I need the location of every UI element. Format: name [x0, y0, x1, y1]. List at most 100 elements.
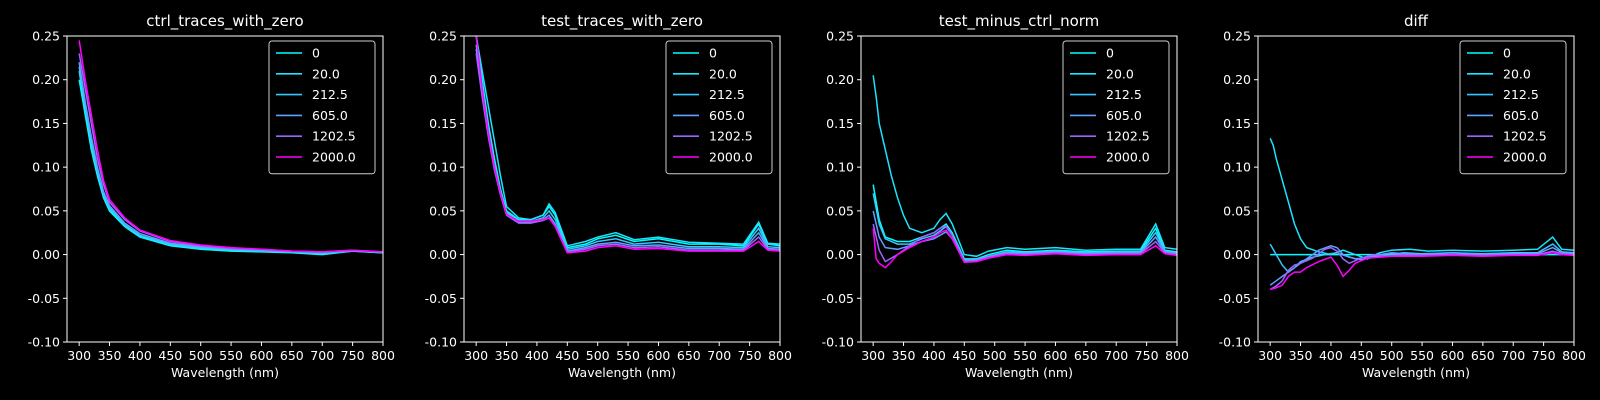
x-tick-label: 350	[892, 348, 916, 363]
legend-entry: 1202.5	[1106, 129, 1150, 144]
y-tick-label: -0.05	[28, 291, 60, 306]
legend-entry: 1202.5	[312, 129, 356, 144]
series-group	[1269, 138, 1574, 291]
series-line-20.0	[872, 75, 1177, 258]
x-tick-label: 500	[189, 348, 213, 363]
y-tick-label: 0.20	[32, 72, 60, 87]
x-tick-label: 550	[1410, 348, 1434, 363]
x-tick-label: 500	[1380, 348, 1404, 363]
series-line-605.0	[1269, 245, 1574, 286]
plot-frame	[860, 35, 1178, 343]
y-tick-label: 0.10	[32, 160, 60, 175]
series-line-605.0	[872, 210, 1177, 262]
series-line-605.0	[78, 62, 383, 254]
series-line-0	[872, 184, 1177, 260]
legend: 0 20.0 212.5 605.0 1202.5 2000.0	[665, 40, 773, 175]
chart-title: test_minus_ctrl_norm	[939, 12, 1100, 31]
x-tick-label: 700	[1104, 348, 1128, 363]
x-axis-label: Wavelength (nm)	[568, 365, 676, 380]
legend-entry: 605.0	[1503, 108, 1539, 123]
x-tick-label: 500	[983, 348, 1007, 363]
legend-entry: 605.0	[312, 108, 348, 123]
x-tick-label: 300	[861, 348, 885, 363]
x-tick-label: 400	[128, 348, 152, 363]
y-tick-label: 0.00	[1223, 247, 1251, 262]
x-tick-label: 700	[310, 348, 334, 363]
x-tick-label: 700	[707, 348, 731, 363]
series-group	[78, 40, 383, 256]
x-tick-label: 750	[341, 348, 365, 363]
x-tick-label: 650	[1471, 348, 1495, 363]
x-tick-label: 700	[1501, 348, 1525, 363]
y-tick-label: 0.15	[32, 116, 60, 131]
legend-entry: 1202.5	[709, 129, 753, 144]
legend: 0 20.0 212.5 605.0 1202.5 2000.0	[1062, 40, 1170, 175]
y-tick-label: 0.15	[429, 116, 457, 131]
x-tick-label: 450	[555, 348, 579, 363]
y-tick-label: -0.10	[822, 335, 854, 350]
x-tick-label: 350	[1289, 348, 1313, 363]
y-tick-label: 0.25	[1223, 29, 1251, 44]
x-tick-label: 550	[1013, 348, 1037, 363]
x-tick-label: 650	[1074, 348, 1098, 363]
x-tick-label: 400	[525, 348, 549, 363]
series-line-2000.0	[872, 228, 1177, 269]
y-tick-label: 0.00	[826, 247, 854, 262]
y-tick-label: 0.00	[32, 247, 60, 262]
chart-panel-2: test_traces_with_zero -0.10 -0.05 0.00 0.05 0…	[425, 12, 792, 380]
x-axis-label: Wavelength (nm)	[1362, 365, 1470, 380]
x-tick-label: 400	[922, 348, 946, 363]
y-tick-label: 0.05	[429, 203, 457, 218]
series-line-2000.0	[1269, 252, 1574, 291]
plot-frame	[1257, 35, 1575, 343]
x-tick-label: 500	[586, 348, 610, 363]
legend-entry: 2000.0	[1503, 150, 1547, 165]
y-tick-label: 0.20	[1223, 72, 1251, 87]
legend-entry: 0	[709, 46, 717, 61]
y-tick-label: -0.05	[1219, 291, 1251, 306]
legend-entry: 20.0	[1503, 66, 1531, 81]
x-tick-label: 600	[647, 348, 671, 363]
x-tick-label: 550	[219, 348, 243, 363]
y-tick-label: 0.25	[32, 29, 60, 44]
legend-entry: 20.0	[709, 66, 737, 81]
legend-entry: 212.5	[1106, 87, 1142, 102]
series-line-1202.5	[872, 223, 1177, 263]
x-tick-label: 550	[616, 348, 640, 363]
x-tick-label: 350	[495, 348, 519, 363]
legend-entry: 212.5	[1503, 87, 1539, 102]
x-axis-label: Wavelength (nm)	[171, 365, 279, 380]
y-tick-label: 0.05	[32, 203, 60, 218]
y-tick-label: 0.05	[1223, 203, 1251, 218]
y-tick-label: 0.15	[1223, 116, 1251, 131]
x-tick-label: 350	[98, 348, 122, 363]
legend-entry: 0	[1106, 46, 1114, 61]
chart-title: diff	[1404, 12, 1429, 30]
x-tick-label: 650	[280, 348, 304, 363]
x-tick-label: 800	[1165, 348, 1189, 363]
chart-title: test_traces_with_zero	[541, 12, 703, 31]
x-tick-label: 300	[1258, 348, 1282, 363]
legend-entry: 2000.0	[312, 150, 356, 165]
legend-entry: 605.0	[709, 108, 745, 123]
legend: 0 20.0 212.5 605.0 1202.5 2000.0	[268, 40, 376, 175]
series-line-20.0	[475, 36, 780, 247]
legend-entry: 1202.5	[1503, 129, 1547, 144]
plot-frame	[463, 35, 781, 343]
plot-frame	[66, 35, 384, 343]
x-tick-label: 800	[371, 348, 395, 363]
y-tick-label: -0.10	[28, 335, 60, 350]
x-tick-label: 600	[1441, 348, 1465, 363]
series-line-2000.0	[78, 40, 383, 253]
y-tick-label: 0.25	[826, 29, 854, 44]
legend-entry: 605.0	[1106, 108, 1142, 123]
series-line-20.0	[1269, 138, 1574, 260]
y-tick-label: -0.10	[1219, 335, 1251, 350]
y-tick-label: 0.10	[429, 160, 457, 175]
y-tick-label: -0.05	[822, 291, 854, 306]
x-tick-label: 800	[768, 348, 792, 363]
y-tick-label: 0.00	[429, 247, 457, 262]
x-tick-label: 450	[158, 348, 182, 363]
